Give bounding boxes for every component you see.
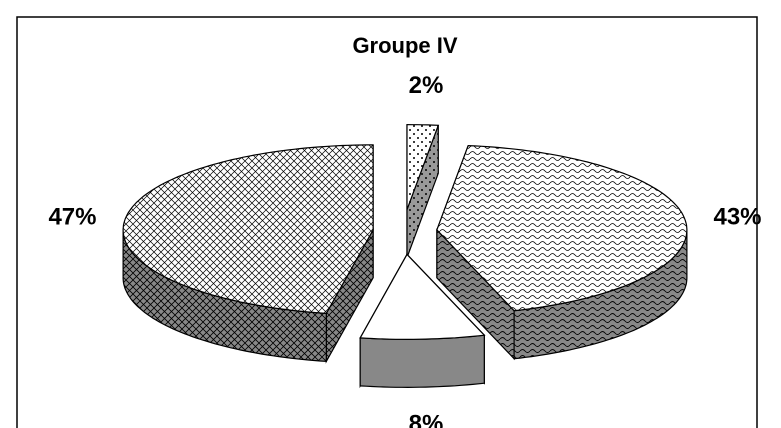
slice-wall — [359, 334, 485, 389]
slice-top — [436, 144, 688, 312]
data-label: 2% — [409, 72, 444, 99]
slice-top — [359, 253, 486, 341]
pie-slice — [122, 144, 374, 364]
pie-slice — [436, 144, 688, 361]
data-label: 43% — [713, 204, 761, 231]
slice-top — [122, 144, 374, 315]
data-label: 47% — [48, 204, 96, 231]
pie-slice — [359, 252, 486, 389]
pie-slice — [406, 123, 440, 258]
data-label: 8% — [409, 410, 444, 428]
chart-frame — [16, 16, 758, 428]
chart-title: Groupe IV — [352, 33, 457, 58]
slice-top — [406, 123, 440, 210]
